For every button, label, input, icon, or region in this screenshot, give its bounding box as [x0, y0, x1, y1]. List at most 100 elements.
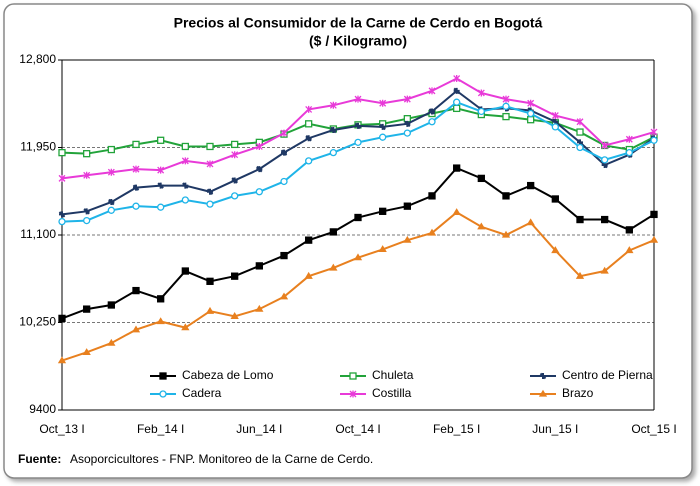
marker: [131, 325, 141, 333]
marker: [551, 112, 559, 120]
x-tick-label: Jun_15 I: [532, 422, 578, 436]
marker: [551, 123, 559, 131]
marker: [159, 372, 167, 380]
marker: [428, 118, 436, 126]
marker: [526, 218, 535, 226]
legend-label: Chuleta: [372, 368, 414, 382]
marker: [354, 95, 362, 103]
marker: [255, 188, 263, 196]
marker: [428, 87, 436, 95]
marker: [551, 195, 559, 203]
marker: [157, 203, 165, 211]
marker: [378, 245, 387, 253]
marker: [205, 306, 215, 314]
marker: [649, 235, 659, 243]
marker: [83, 171, 91, 179]
marker: [403, 95, 411, 103]
marker: [83, 305, 91, 313]
marker: [538, 389, 548, 397]
marker: [354, 213, 362, 222]
legend-label: Centro de Pierna: [562, 368, 653, 382]
marker: [181, 323, 190, 331]
marker: [206, 160, 214, 168]
marker: [107, 206, 115, 214]
marker: [600, 266, 609, 274]
marker: [379, 133, 387, 141]
marker: [403, 115, 411, 123]
marker: [181, 142, 189, 151]
marker: [58, 211, 66, 218]
marker: [601, 215, 609, 224]
marker: [576, 215, 584, 224]
marker: [601, 141, 609, 149]
marker: [349, 390, 357, 398]
marker: [231, 272, 239, 280]
marker: [453, 98, 461, 106]
marker: [206, 277, 214, 285]
marker: [502, 95, 510, 103]
marker: [255, 142, 263, 150]
marker: [501, 230, 511, 238]
marker: [231, 151, 239, 159]
marker: [477, 222, 486, 230]
marker: [256, 165, 263, 173]
marker: [502, 192, 510, 200]
marker: [255, 262, 263, 270]
marker: [107, 338, 116, 346]
chart-title: Precios al Consumidor de la Carne de Cer…: [174, 15, 543, 31]
marker: [650, 210, 658, 219]
marker: [82, 348, 91, 356]
marker: [181, 267, 189, 275]
marker: [57, 356, 67, 364]
marker: [527, 109, 535, 118]
marker: [279, 292, 289, 300]
marker: [379, 123, 386, 131]
marker: [58, 314, 66, 323]
marker: [477, 89, 485, 97]
marker: [159, 390, 167, 398]
marker: [132, 202, 140, 210]
marker: [230, 312, 239, 319]
marker: [329, 148, 337, 157]
marker: [427, 228, 437, 236]
marker: [601, 156, 609, 164]
marker: [403, 202, 411, 210]
marker: [625, 148, 633, 157]
marker: [305, 236, 313, 244]
marker: [428, 108, 436, 115]
marker: [502, 112, 510, 121]
marker: [255, 304, 264, 312]
legend-label: Cadera: [182, 386, 222, 400]
x-tick-label: Jun_14 I: [236, 422, 282, 436]
marker: [575, 271, 585, 279]
x-tick-label: Oct_14 I: [335, 422, 380, 436]
marker: [527, 181, 535, 190]
marker: [305, 135, 312, 142]
marker: [305, 120, 313, 128]
y-tick-label: 9400: [29, 402, 56, 416]
marker: [58, 174, 66, 182]
marker: [206, 142, 214, 151]
marker: [206, 188, 214, 195]
y-tick-label: 11,100: [20, 227, 56, 241]
marker: [625, 246, 634, 254]
marker: [349, 372, 357, 380]
marker: [157, 182, 164, 189]
marker: [157, 295, 165, 303]
marker: [280, 177, 288, 186]
source-label: Fuente:: [18, 452, 61, 466]
y-tick-label: 12,800: [19, 52, 56, 66]
legend-label: Cabeza de Lomo: [182, 368, 274, 382]
marker: [527, 116, 535, 124]
marker: [304, 271, 313, 279]
marker: [353, 253, 363, 261]
marker: [379, 207, 387, 215]
marker: [157, 166, 165, 174]
marker: [453, 164, 461, 172]
marker: [403, 235, 412, 243]
x-tick-label: Oct_13 I: [39, 422, 84, 436]
marker: [107, 168, 115, 176]
marker: [527, 99, 535, 107]
marker: [83, 150, 91, 158]
